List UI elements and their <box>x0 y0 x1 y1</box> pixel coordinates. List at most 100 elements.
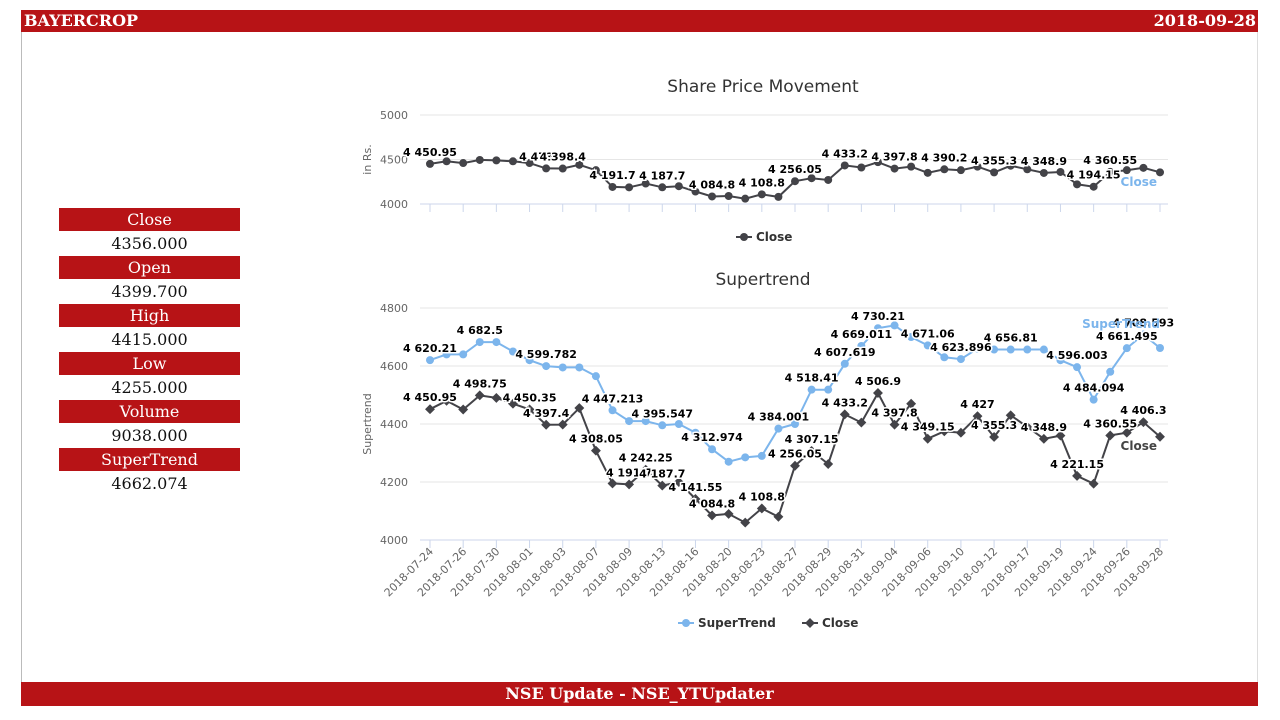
data-label: 4 730.21 <box>851 310 905 323</box>
data-point <box>1156 343 1164 352</box>
data-point <box>525 159 534 168</box>
data-label: 4 607.619 <box>814 346 876 359</box>
data-label: 4 349.15 <box>901 421 955 434</box>
data-label: 4 256.05 <box>768 448 822 461</box>
data-point <box>708 192 717 201</box>
data-point <box>1105 430 1116 441</box>
data-point <box>774 192 783 201</box>
y-axis-title-0: in Rs. <box>361 144 374 174</box>
data-label: 4 447.213 <box>582 392 644 405</box>
data-point <box>741 453 750 462</box>
chart-title-0: Share Price Movement <box>667 77 859 97</box>
data-point <box>907 162 916 171</box>
data-label: 4 427 <box>960 398 994 411</box>
data-point <box>674 420 683 428</box>
data-point <box>492 156 501 165</box>
data-label: 4 355.3 <box>971 419 1017 432</box>
data-point <box>972 411 983 422</box>
data-point <box>890 164 899 173</box>
data-point <box>575 160 584 169</box>
data-label: 4 194.15 <box>1067 169 1121 182</box>
data-point <box>624 479 635 490</box>
data-point <box>1089 395 1098 404</box>
stat-label-open: Open <box>59 256 240 279</box>
data-point <box>492 338 501 347</box>
data-label: 4 599.782 <box>515 348 577 361</box>
data-point <box>475 338 484 347</box>
data-point <box>1039 345 1048 354</box>
data-point <box>790 460 800 471</box>
data-label: 4 108.8 <box>739 490 785 503</box>
data-label: 4 141.55 <box>668 481 722 494</box>
data-point <box>658 183 667 192</box>
data-point <box>459 159 468 168</box>
data-point <box>1038 433 1049 444</box>
data-point <box>574 403 585 413</box>
data-label: 4 256.05 <box>768 163 822 176</box>
data-point <box>774 424 783 433</box>
data-point <box>1073 363 1082 372</box>
data-point <box>708 445 717 454</box>
data-label: 4 312.974 <box>681 431 743 444</box>
stat-value-supertrend: 4662.074 <box>111 474 188 493</box>
data-point <box>923 168 932 177</box>
stat-value-close: 4356.000 <box>111 234 188 253</box>
data-point <box>873 324 882 333</box>
y-axis-title-1: Supertrend <box>361 393 374 455</box>
data-point <box>575 363 584 372</box>
data-point <box>1156 168 1164 177</box>
y-tick-label: 4000 <box>380 534 408 547</box>
data-point <box>625 417 634 426</box>
stat-value-high: 4415.000 <box>111 330 188 349</box>
data-point <box>740 517 751 528</box>
data-point <box>807 174 816 183</box>
data-point <box>1122 166 1131 175</box>
data-label: 4 397.4 <box>523 407 570 420</box>
data-label: 4 360.55 <box>1083 154 1137 167</box>
data-point <box>508 398 518 409</box>
y-tick-label: 4200 <box>380 476 408 489</box>
data-point <box>441 395 452 406</box>
data-label: 4 390.2 <box>921 151 967 164</box>
data-label: 4 682.5 <box>457 324 503 337</box>
data-label: 4 108.8 <box>739 176 785 189</box>
data-label: 4 620.21 <box>403 342 457 355</box>
data-point <box>640 464 651 475</box>
data-point <box>591 372 600 381</box>
legend-symbol <box>682 619 690 627</box>
data-point <box>657 480 668 491</box>
data-label: 4 355.3 <box>971 154 1017 167</box>
data-point <box>956 166 965 175</box>
data-point <box>425 404 435 415</box>
data-point <box>426 356 434 365</box>
data-point <box>1023 345 1032 354</box>
data-point <box>973 162 982 171</box>
data-label: 4 191.7 <box>606 466 652 479</box>
data-label: 4 395.547 <box>631 407 693 420</box>
data-point <box>1089 182 1098 191</box>
y-tick-label: 5000 <box>380 109 408 122</box>
data-point <box>940 165 949 174</box>
data-point <box>1056 167 1065 176</box>
y-tick-label: 4800 <box>380 302 408 315</box>
data-label: 4 450.35 <box>503 391 557 404</box>
data-point <box>557 419 568 430</box>
data-point <box>923 341 932 350</box>
data-point <box>1106 367 1115 376</box>
data-point <box>906 398 917 409</box>
data-label: 4 398.4 <box>540 151 587 164</box>
data-point <box>756 503 767 514</box>
data-label: 4 191.7 <box>589 169 635 182</box>
top-bar: BAYERCROP 2018-09-28 <box>21 10 1258 32</box>
series-end-label: Close <box>1121 439 1157 453</box>
data-label: 4 708.593 <box>1113 317 1175 330</box>
data-label: 4 473.85 <box>519 150 573 163</box>
data-point <box>890 321 899 330</box>
data-label: 4 498.75 <box>453 377 507 390</box>
stat-label-close: Close <box>59 208 240 231</box>
data-label: 4 596.003 <box>1046 349 1108 362</box>
data-label: 4 406.3 <box>1120 404 1166 417</box>
data-point <box>1121 427 1132 438</box>
data-point <box>625 183 634 192</box>
